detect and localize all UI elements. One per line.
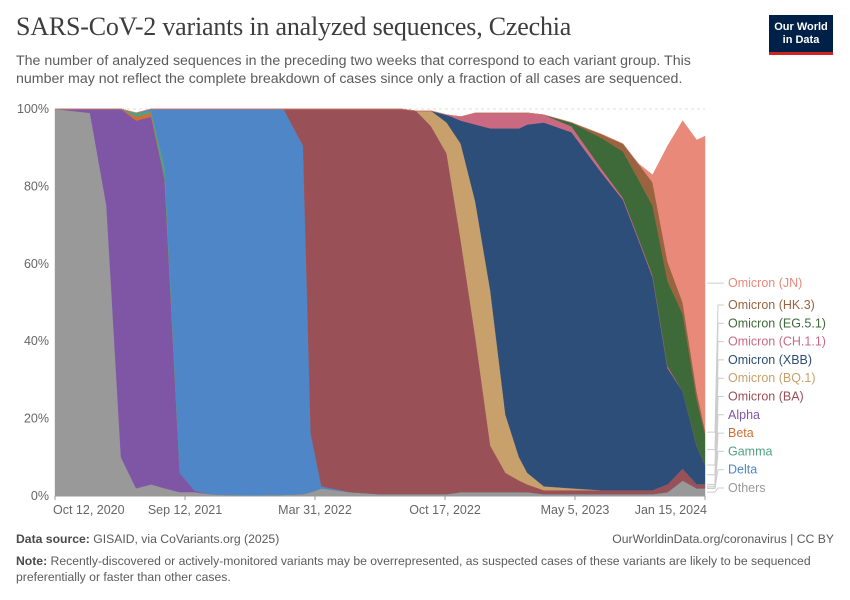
legend-label-others[interactable]: Others — [728, 481, 766, 495]
y-tick-label: 40% — [24, 334, 49, 348]
owid-logo[interactable]: Our World in Data — [769, 15, 833, 55]
legend-label-delta[interactable]: Delta — [728, 463, 757, 477]
y-tick-label: 80% — [24, 179, 49, 193]
legend-connector — [707, 469, 724, 489]
data-source: Data source: GISAID, via CoVariants.org … — [16, 532, 279, 546]
legend: Omicron (JN) Omicron (HK.3) Omicron (EG.5.… — [707, 276, 826, 495]
source-link[interactable]: OurWorldinData.org/coronavirus | CC BY — [612, 532, 834, 546]
axes: 0% 20% 40% 60% 80% 100% Oct 12, 2020 Sep 12, 20… — [17, 102, 707, 517]
legend-label-omicron-eg-5-1[interactable]: Omicron (EG.5.1) — [728, 316, 826, 330]
area-omicron-jn[interactable] — [55, 108, 706, 431]
x-tick-label: Oct 12, 2020 — [53, 503, 125, 517]
legend-label-omicron-ba[interactable]: Omicron (BA) — [728, 390, 804, 404]
logo-line-1: Our World — [774, 21, 828, 33]
x-tick-label: Jan 15, 2024 — [635, 503, 707, 517]
legend-label-omicron-ch-1-1[interactable]: Omicron (CH.1.1) — [728, 335, 826, 349]
stacked-areas — [54, 108, 706, 497]
legend-label-omicron-xbb[interactable]: Omicron (XBB) — [728, 353, 812, 367]
y-tick-label: 100% — [17, 102, 49, 116]
legend-label-omicron-bq-1[interactable]: Omicron (BQ.1) — [728, 371, 816, 385]
legend-label-omicron-jn[interactable]: Omicron (JN) — [728, 276, 802, 290]
data-source-text: GISAID, via CoVariants.org (2025) — [89, 532, 280, 546]
legend-label-beta[interactable]: Beta — [728, 426, 754, 440]
x-tick-label: May 5, 2023 — [541, 503, 610, 517]
logo-line-2: in Data — [782, 33, 820, 46]
note-text: Recently-discovered or actively-monitore… — [16, 554, 811, 584]
y-tick-label: 20% — [24, 412, 49, 426]
note-label: Note: — [16, 554, 48, 568]
chart-subtitle: The number of analyzed sequences in the … — [16, 53, 691, 87]
data-source-label: Data source: — [16, 532, 90, 546]
legend-label-alpha[interactable]: Alpha — [728, 408, 760, 422]
legend-label-omicron-hk-3[interactable]: Omicron (HK.3) — [728, 298, 815, 312]
x-tick-label: Oct 17, 2022 — [409, 503, 481, 517]
x-tick-label: Mar 31, 2022 — [278, 503, 352, 517]
chart-title: SARS-CoV-2 variants in analyzed sequence… — [16, 12, 572, 41]
y-tick-label: 60% — [24, 257, 49, 271]
x-tick-label: Sep 12, 2021 — [148, 503, 222, 517]
footer-note: Note: Recently-discovered or actively-mo… — [16, 553, 816, 585]
y-tick-label: 0% — [31, 489, 49, 503]
legend-label-gamma[interactable]: Gamma — [728, 444, 773, 458]
legend-connector — [707, 487, 724, 493]
